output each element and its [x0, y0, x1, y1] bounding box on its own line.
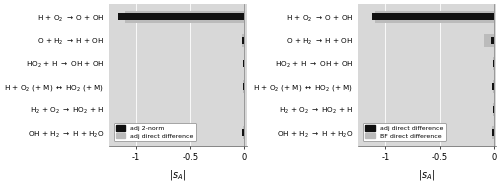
Bar — [493, 57, 494, 70]
Bar — [492, 80, 494, 93]
Bar — [118, 14, 244, 20]
Bar — [490, 37, 494, 44]
Bar — [243, 83, 244, 90]
Bar — [492, 126, 494, 139]
X-axis label: $|s_A|$: $|s_A|$ — [169, 168, 186, 182]
Bar — [492, 129, 494, 136]
Bar — [484, 34, 494, 46]
Bar — [242, 129, 244, 136]
Legend: adj direct difference, BF direct difference: adj direct difference, BF direct differe… — [363, 123, 446, 141]
Bar — [242, 37, 244, 44]
Bar — [126, 11, 244, 23]
Bar — [372, 14, 494, 20]
Bar — [243, 126, 244, 139]
X-axis label: $|s_A|$: $|s_A|$ — [418, 168, 436, 182]
Bar — [374, 11, 494, 23]
Bar — [493, 106, 494, 113]
Legend: adj 2-norm, adj direct difference: adj 2-norm, adj direct difference — [114, 123, 196, 141]
Bar — [492, 83, 494, 90]
Bar — [493, 60, 494, 67]
Bar — [242, 34, 244, 46]
